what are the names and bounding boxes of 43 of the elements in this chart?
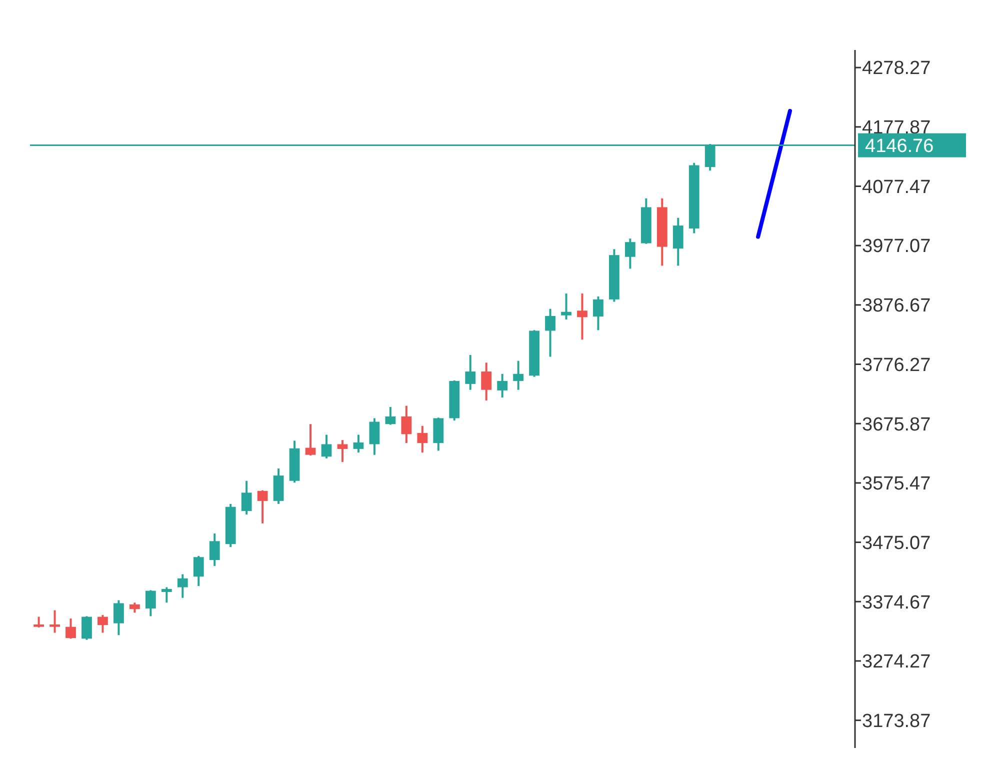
candlestick <box>82 615 92 641</box>
candlestick <box>417 424 428 454</box>
candlestick <box>257 489 268 524</box>
y-tick-label: 3675.87 <box>862 414 931 436</box>
candlestick <box>305 423 316 456</box>
candlestick <box>513 360 524 391</box>
candlestick <box>177 573 188 599</box>
candlestick <box>624 238 636 270</box>
candlestick <box>385 406 396 426</box>
candlestick <box>481 362 492 402</box>
candlestick <box>401 404 412 444</box>
candlestick <box>193 554 204 588</box>
y-tick-label: 3173.87 <box>862 710 931 732</box>
candlestick <box>50 609 60 634</box>
y-tick-label: 3977.07 <box>862 236 931 258</box>
candlestick <box>497 372 508 399</box>
y-tick-label: 3475.07 <box>862 532 931 554</box>
y-tick-label: 3374.67 <box>862 592 931 614</box>
candlestick <box>593 295 604 332</box>
candlestick <box>337 439 348 463</box>
candlestick <box>561 292 572 321</box>
candlestick <box>34 616 44 628</box>
candlestick <box>114 599 124 636</box>
candlestick <box>369 417 380 456</box>
candlestick <box>353 434 364 454</box>
y-tick-label: 3274.27 <box>862 652 931 673</box>
y-tick-label: 3776.27 <box>862 354 931 376</box>
candlestick <box>241 480 252 516</box>
candlestick <box>161 586 172 604</box>
candlestick <box>465 354 476 391</box>
candlestick <box>129 602 140 614</box>
y-tick-label: 3876.67 <box>862 296 931 317</box>
candlestick <box>672 216 684 267</box>
y-tick-label: 4278.27 <box>862 58 931 80</box>
y-tick-label: 4077.47 <box>862 176 931 198</box>
candlestick <box>209 532 220 567</box>
candlestick <box>98 614 108 634</box>
candlestick <box>545 308 556 358</box>
y-tick-label: 3575.47 <box>862 474 931 495</box>
candlestick <box>577 292 588 341</box>
candlestick <box>145 589 156 618</box>
candlestick <box>321 434 332 460</box>
candlestick <box>66 618 76 640</box>
